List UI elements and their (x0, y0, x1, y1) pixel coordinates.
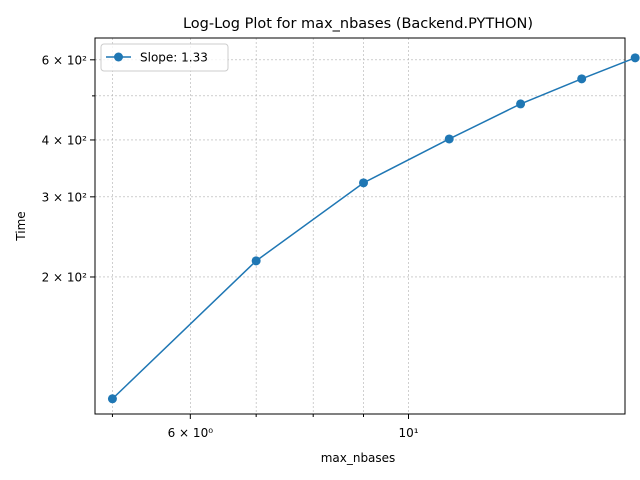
data-point (516, 99, 526, 109)
legend: Slope: 1.33 (100, 43, 229, 72)
grid-lines (95, 38, 625, 414)
x-tick-label: 6 × 10⁰ (168, 426, 214, 440)
y-tick-label: 2 × 10² (42, 270, 88, 284)
data-point (630, 53, 640, 63)
y-tick-label: 4 × 10² (42, 133, 88, 147)
legend-label: Slope: 1.33 (140, 51, 208, 65)
y-tick-label: 3 × 10² (42, 190, 88, 204)
axis-ticks: 6 × 10⁰ 10¹ 2 × 10² 3 × 10² 4 × 10² 6 × 10² (42, 53, 419, 440)
x-axis-label: max_nbases (321, 451, 396, 465)
plot-area-frame (94, 37, 626, 415)
data-point (251, 256, 261, 266)
data-point (107, 394, 117, 404)
y-axis-label: Time (14, 211, 28, 241)
chart-title: Log-Log Plot for max_nbases (Backend.PYT… (183, 16, 533, 32)
data-point (444, 134, 454, 144)
data-point (359, 178, 369, 188)
series-points (107, 53, 640, 404)
legend-marker-swatch (114, 52, 123, 62)
axes (94, 37, 626, 415)
y-tick-label: 6 × 10² (42, 53, 88, 67)
data-point (577, 74, 587, 84)
legend-box (100, 43, 229, 72)
x-tick-label: 10¹ (398, 426, 418, 440)
